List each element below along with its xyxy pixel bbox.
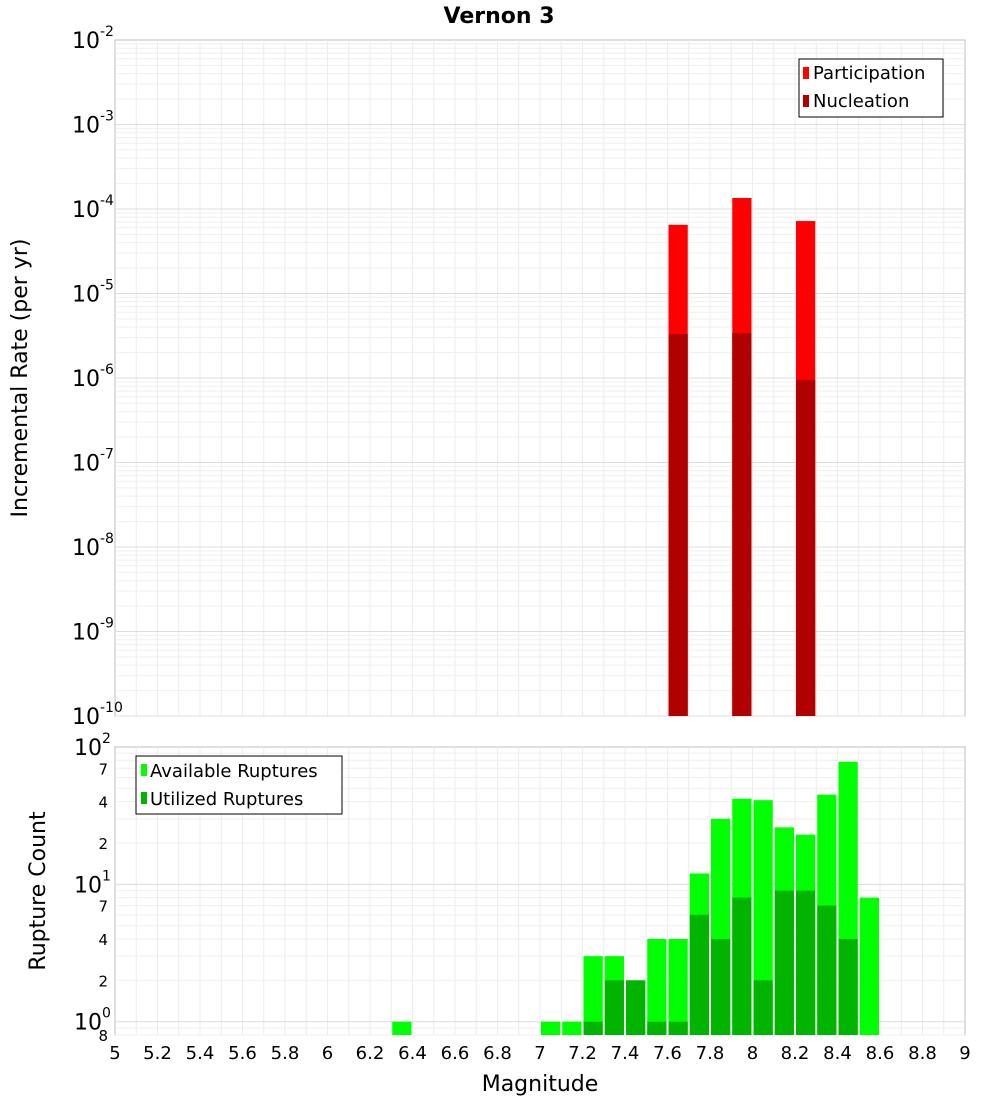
rate-panel: 10-10 10-9 10-8 10-7 10-6 10-5 10-4 10-3 10-2 In… xyxy=(8,24,966,730)
nucleation-bar xyxy=(668,334,688,716)
rate-bars xyxy=(668,197,816,716)
count-y-minor-tick-label: 7 xyxy=(98,898,108,916)
legend-swatch-utilized xyxy=(141,792,147,804)
legend-swatch-nucleation xyxy=(803,95,809,107)
x-tick-labels: 5 5.2 5.4 5.6 5.8 6 6.2 6.4 6.6 6.8 7 7.2 7.4 7.6 7.8 8… xyxy=(109,1043,970,1064)
legend-label-participation: Participation xyxy=(813,63,925,84)
rate-y-tick-label: 10-4 xyxy=(72,193,114,223)
count-y-minor-tick-label: 7 xyxy=(98,760,108,778)
legend-label-nucleation: Nucleation xyxy=(813,91,909,112)
count-y-axis-label: Rupture Count xyxy=(26,811,51,971)
utilized-ruptures-bar xyxy=(817,905,837,1035)
count-y-minor-tick-label: 8 xyxy=(98,1027,108,1045)
utilized-ruptures-bar xyxy=(583,1021,603,1035)
x-tick-label: 5 xyxy=(109,1043,120,1064)
x-tick-label: 6.8 xyxy=(483,1043,512,1064)
rate-y-tick-label: 10-5 xyxy=(72,278,114,308)
available-ruptures-bar xyxy=(562,1021,582,1035)
x-tick-label: 7.8 xyxy=(696,1043,725,1064)
utilized-ruptures-bar xyxy=(668,1021,688,1035)
chart-title: Vernon 3 xyxy=(444,4,555,29)
x-tick-label: 5.2 xyxy=(143,1043,172,1064)
x-tick-label: 7 xyxy=(534,1043,545,1064)
x-tick-label: 8.2 xyxy=(781,1043,810,1064)
legend-swatch-participation xyxy=(803,67,809,79)
utilized-ruptures-bar xyxy=(604,980,624,1035)
utilized-ruptures-bar xyxy=(689,914,709,1035)
utilized-ruptures-bar xyxy=(838,939,858,1035)
available-ruptures-bar xyxy=(541,1021,561,1035)
utilized-ruptures-bar xyxy=(796,890,816,1035)
x-tick-label: 6 xyxy=(322,1043,333,1064)
count-y-minor-tick-label: 2 xyxy=(98,972,108,990)
count-y-minor-tick-label: 4 xyxy=(98,931,108,949)
nucleation-bar xyxy=(732,333,752,716)
x-tick-label: 6.4 xyxy=(398,1043,427,1064)
x-axis-label: Magnitude xyxy=(482,1072,599,1097)
rate-y-tick-label: 10-3 xyxy=(72,109,114,139)
rate-y-tick-label: 10-7 xyxy=(72,447,114,477)
count-legend-box xyxy=(135,755,343,815)
x-tick-label: 8.6 xyxy=(866,1043,895,1064)
count-y-tick-label: 101 xyxy=(74,868,111,898)
rate-y-tick-label: 10-2 xyxy=(72,24,114,54)
rate-y-axis-label: Incremental Rate (per yr) xyxy=(8,239,33,518)
x-tick-label: 5.4 xyxy=(186,1043,215,1064)
rate-y-tick-label: 10-8 xyxy=(72,531,114,561)
x-tick-label: 6.2 xyxy=(356,1043,385,1064)
rate-y-tick-label: 10-10 xyxy=(72,700,123,730)
x-tick-label: 7.4 xyxy=(611,1043,640,1064)
count-y-tick-label: 102 xyxy=(74,731,111,761)
count-bars xyxy=(392,761,879,1035)
count-y-tick-labels: 100 101 102 8 2 4 7 2 4 7 xyxy=(74,731,111,1045)
x-tick-label: 7.6 xyxy=(653,1043,682,1064)
count-y-tick-label: 100 xyxy=(74,1006,111,1036)
available-ruptures-bar xyxy=(753,800,773,1035)
utilized-ruptures-bar xyxy=(732,897,752,1035)
utilized-ruptures-bar xyxy=(774,890,794,1035)
count-y-minor-tick-label: 2 xyxy=(98,835,108,853)
legend-label-utilized: Utilized Ruptures xyxy=(150,789,303,810)
available-ruptures-bar xyxy=(583,956,603,1035)
count-panel: 100 101 102 8 2 4 7 2 4 7 5 5.2 5.4 5.6 5.8 6 6.2 6.4 6.6… xyxy=(26,731,971,1097)
legend-label-available: Available Ruptures xyxy=(150,761,318,782)
available-ruptures-bar xyxy=(668,939,688,1035)
available-ruptures-bar xyxy=(392,1021,412,1035)
x-tick-label: 8.4 xyxy=(823,1043,852,1064)
x-tick-label: 9 xyxy=(959,1043,970,1064)
rate-legend: Participation Nucleation xyxy=(798,58,944,118)
legend-swatch-available xyxy=(141,764,147,776)
available-ruptures-bar xyxy=(859,897,879,1035)
utilized-ruptures-bar xyxy=(711,939,731,1035)
nucleation-bar xyxy=(796,379,816,716)
rate-legend-box xyxy=(798,58,944,118)
utilized-ruptures-bar xyxy=(626,980,646,1035)
utilized-ruptures-bar xyxy=(753,980,773,1035)
x-tick-label: 8.8 xyxy=(908,1043,937,1064)
x-tick-label: 5.6 xyxy=(228,1043,257,1064)
count-y-minor-tick-label: 4 xyxy=(98,794,108,812)
x-tick-label: 5.8 xyxy=(271,1043,300,1064)
rate-y-tick-labels: 10-10 10-9 10-8 10-7 10-6 10-5 10-4 10-3 10-2 xyxy=(72,24,123,730)
count-legend: Available Ruptures Utilized Ruptures xyxy=(135,755,343,815)
x-tick-label: 7.2 xyxy=(568,1043,597,1064)
available-ruptures-bar xyxy=(647,939,667,1035)
x-tick-label: 6.6 xyxy=(441,1043,470,1064)
x-tick-label: 8 xyxy=(747,1043,758,1064)
rate-y-tick-label: 10-6 xyxy=(72,362,114,392)
utilized-ruptures-bar xyxy=(647,1021,667,1035)
rate-gridlines xyxy=(115,40,965,717)
rate-y-tick-label: 10-9 xyxy=(72,616,114,646)
